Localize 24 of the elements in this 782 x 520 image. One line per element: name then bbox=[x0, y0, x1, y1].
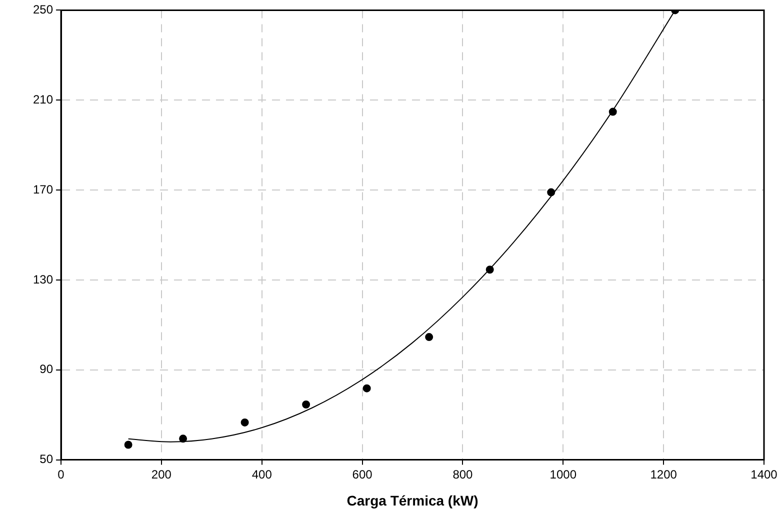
point bbox=[425, 333, 434, 342]
x-tick-label: 200 bbox=[151, 467, 172, 482]
point bbox=[547, 188, 556, 196]
point bbox=[486, 266, 494, 274]
x-axis-title: Carga Térmica (kW) bbox=[346, 492, 478, 508]
y-tick-label: 170 bbox=[32, 182, 54, 196]
y-tick-label: 50 bbox=[40, 452, 54, 466]
point bbox=[302, 400, 310, 408]
y-tick-label: 130 bbox=[32, 272, 54, 286]
point bbox=[362, 384, 371, 392]
x-tick-label: 1200 bbox=[650, 467, 678, 482]
point bbox=[124, 440, 132, 449]
y-tick-label: 210 bbox=[32, 92, 54, 106]
point bbox=[179, 434, 188, 443]
x-tick-label: 400 bbox=[252, 467, 272, 482]
y-tick-label: 90 bbox=[40, 362, 54, 376]
point bbox=[240, 418, 249, 426]
x-tick-label: 1000 bbox=[550, 467, 577, 482]
x-tick-label: 800 bbox=[452, 467, 474, 482]
x-tick-label: 1400 bbox=[750, 467, 778, 482]
x-tick-label: 0 bbox=[58, 467, 65, 482]
y-tick-label: 250 bbox=[32, 2, 54, 17]
point bbox=[608, 108, 617, 116]
x-tick-label: 600 bbox=[352, 467, 373, 482]
